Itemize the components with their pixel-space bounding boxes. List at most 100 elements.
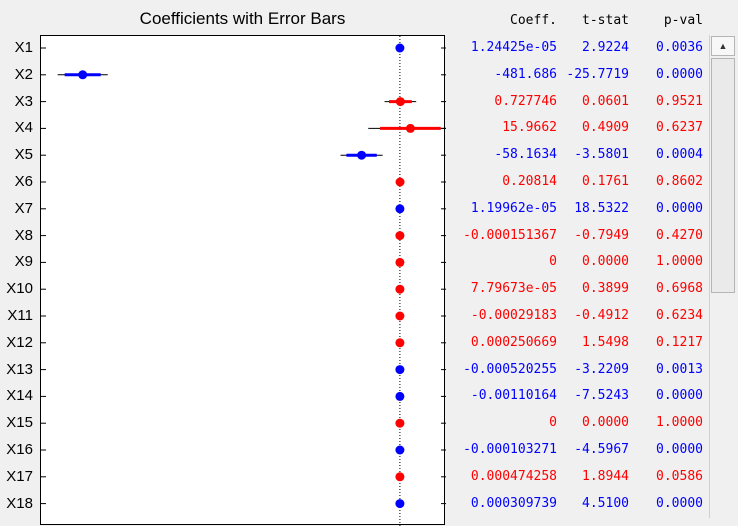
coefficient-point-x13[interactable] [395,365,405,375]
table-row: 0.000250669 1.5498 0.1217 [449,335,707,352]
y-tick-label-x11: X11 [7,307,33,324]
coeff-value: 1.19962e-05 [470,200,557,216]
tstat-value: 0.0000 [582,415,629,431]
scroll-up-button[interactable]: ▲ [711,36,735,56]
tstat-value: 4.5100 [582,495,629,511]
tstat-value: 2.9224 [582,40,629,55]
table-row: 0 0.0000 1.0000 [449,254,707,271]
y-tick-label-x6: X6 [14,173,33,190]
coefficient-point-x4[interactable] [405,123,415,133]
table-row: -0.00110164 -7.5243 0.0000 [449,388,707,405]
pval-value: 0.6237 [656,120,703,136]
pval-value: 0.0000 [656,495,703,511]
pval-value: 0.0013 [656,361,703,377]
y-tick-label-x5: X5 [14,146,33,164]
y-tick-label-x17: X17 [6,467,33,485]
coeff-value: 0.000250669 [470,334,557,350]
y-tick-label-x16: X16 [6,441,33,458]
tstat-value: 0.0000 [582,254,629,270]
coefficient-point-x2[interactable] [78,70,88,80]
pval-value: 0.6968 [656,281,703,297]
header-tstat: t-stat [582,13,629,28]
y-tick-label-x8: X8 [14,226,33,244]
triangle-up-icon: ▲ [718,41,728,51]
tstat-value: 0.1761 [582,174,629,189]
coefficient-point-x15[interactable] [395,418,405,428]
coefficient-point-x11[interactable] [395,311,405,321]
scroll-thumb[interactable] [711,58,735,293]
coeff-value: 0.000309739 [470,495,557,511]
vertical-scrollbar[interactable]: ▲ [709,35,737,518]
table-row: 1.24425e-05 2.9224 0.0036 [449,40,707,57]
table-row: -58.1634 -3.5801 0.0004 [449,147,707,164]
table-header: Coeff. t-stat p-val [449,13,707,33]
pval-value: 0.0000 [656,200,703,216]
y-tick-label-x13: X13 [6,360,33,378]
coeff-value: 15.9662 [502,120,557,136]
header-pval: p-val [663,13,703,28]
pval-value: 0.0000 [656,442,703,457]
coefficient-point-x10[interactable] [395,284,405,294]
table-row: -0.000103271 -4.5967 0.0000 [449,442,707,459]
tstat-value: -4.5967 [574,442,629,457]
coefficient-point-x8[interactable] [395,231,405,241]
pval-value: 0.9521 [656,93,703,109]
coeff-value: 0 [549,254,557,270]
coeff-value: -0.00110164 [470,388,557,404]
pval-value: 0.0004 [656,147,703,163]
y-tick-label-x10: X10 [6,280,33,298]
tstat-value: 0.4909 [582,120,629,136]
y-tick-label-x3: X3 [14,92,33,110]
tstat-value: -0.4912 [574,308,629,323]
coeff-value: 0 [549,415,557,431]
y-tick-label-x7: X7 [14,199,33,217]
coeff-value: -0.000103271 [463,442,557,457]
coefficient-point-x16[interactable] [395,445,405,455]
tstat-value: -0.7949 [574,227,629,243]
pval-value: 0.8602 [656,174,703,189]
coefficient-point-x12[interactable] [395,338,405,348]
table-row: 7.79673e-05 0.3899 0.6968 [449,281,707,298]
coeff-value: 1.24425e-05 [470,40,557,55]
coefficient-point-x9[interactable] [395,257,405,267]
coefficient-point-x14[interactable] [395,391,405,401]
plot-title: Coefficients with Error Bars [139,9,346,28]
pval-value: 0.0586 [656,468,703,484]
tstat-value: -25.7719 [566,66,629,82]
coefficient-point-x1[interactable] [395,43,405,53]
coeff-value: 0.000474258 [470,468,557,484]
coefficient-point-x5[interactable] [357,150,367,160]
coefficient-point-x3[interactable] [395,97,405,107]
coefficient-point-x7[interactable] [395,204,405,214]
y-tick-label-x14: X14 [6,387,33,405]
coeff-value: -0.000520255 [463,361,557,377]
tstat-value: 0.0601 [582,93,629,109]
table-row: 0.20814 0.1761 0.8602 [449,174,707,191]
tstat-value: 1.8944 [582,468,629,484]
table-row: 0.727746 0.0601 0.9521 [449,94,707,111]
coefficient-point-x17[interactable] [395,472,405,482]
y-tick-label-x1: X1 [14,39,33,56]
y-tick-label-x4: X4 [14,119,33,137]
table-row: 0.000474258 1.8944 0.0586 [449,469,707,486]
coeff-value: 0.727746 [494,93,557,109]
pval-value: 0.0000 [656,388,703,404]
pval-value: 1.0000 [656,254,703,270]
coefficient-point-x6[interactable] [395,177,405,187]
coeff-value: 7.79673e-05 [470,281,557,297]
coefficient-plot-svg [41,36,446,526]
table-row: 1.19962e-05 18.5322 0.0000 [449,201,707,218]
coeff-value: 0.20814 [502,174,557,189]
coeff-value: -0.00029183 [470,308,557,323]
table-row: 0 0.0000 1.0000 [449,415,707,432]
tstat-value: 0.3899 [582,281,629,297]
pval-value: 0.1217 [656,334,703,350]
coefficient-point-x18[interactable] [395,499,405,509]
coeff-value: -0.000151367 [463,227,557,243]
tstat-value: -3.5801 [574,147,629,163]
coeff-value: -58.1634 [494,147,557,163]
table-row: -481.686 -25.7719 0.0000 [449,67,707,84]
tstat-value: 1.5498 [582,334,629,350]
pval-value: 0.0000 [656,66,703,82]
table-row: 0.000309739 4.5100 0.0000 [449,496,707,513]
